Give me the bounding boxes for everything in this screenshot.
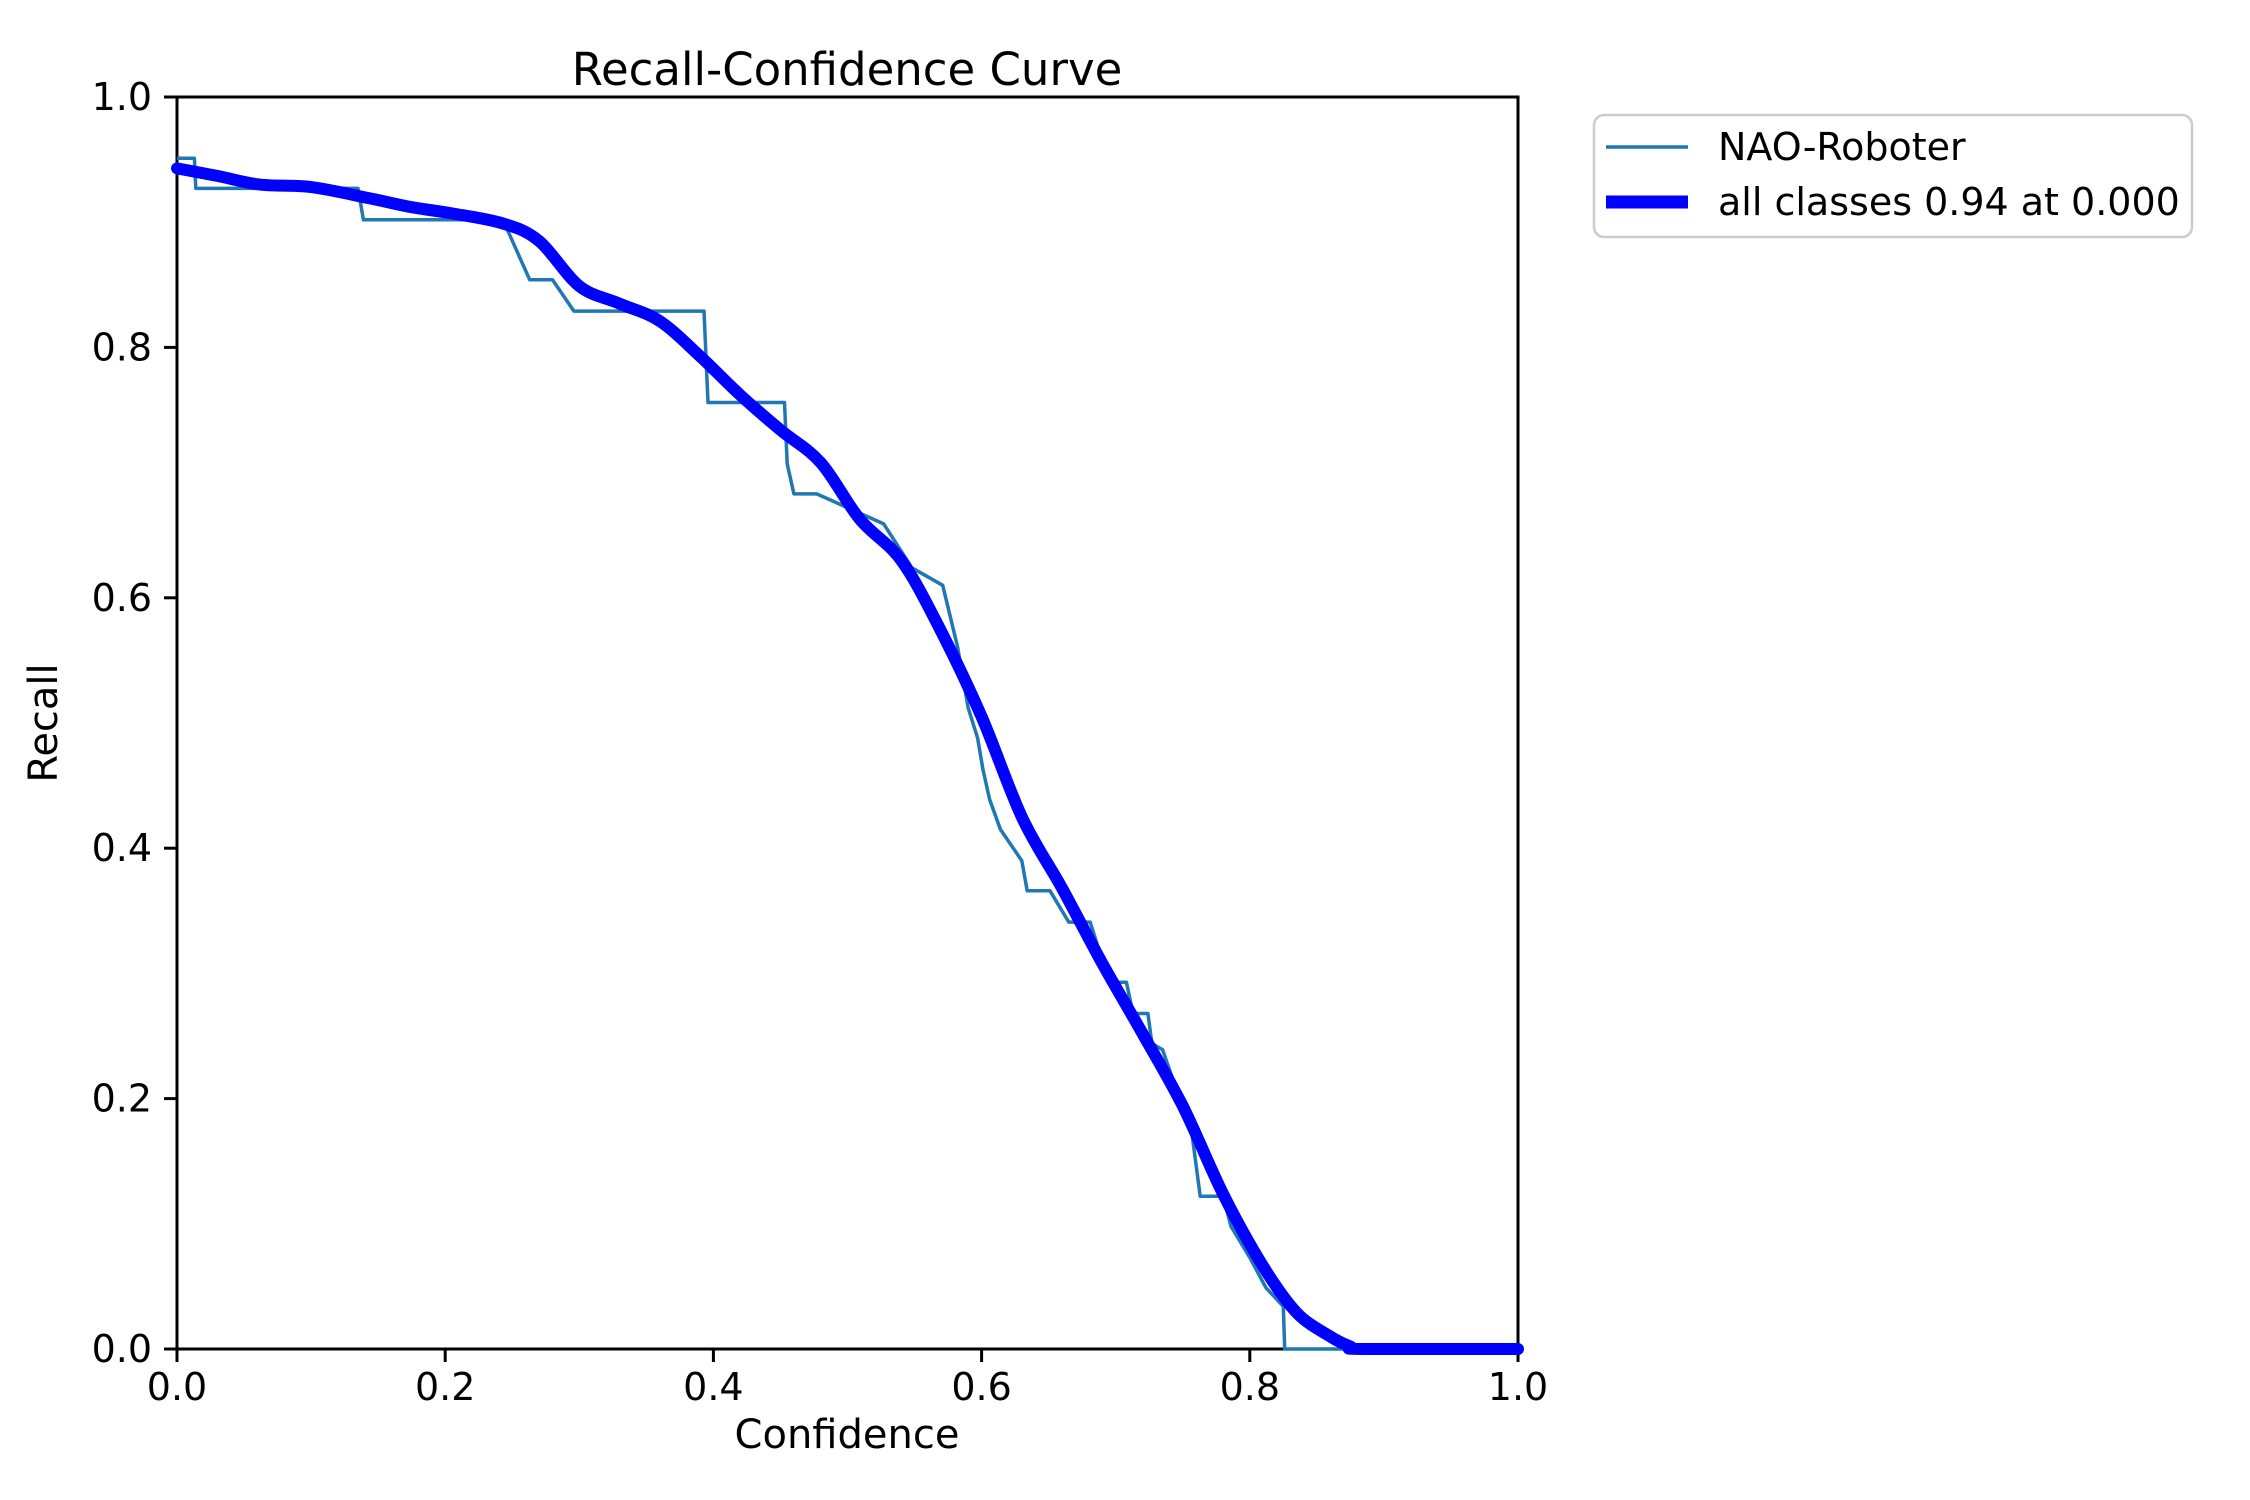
y-axis-label: Recall (21, 663, 67, 782)
y-tick-label: 1.0 (92, 75, 152, 119)
legend-label-nao-roboter: NAO-Roboter (1718, 125, 1966, 169)
y-tick-label: 0.8 (92, 325, 152, 369)
chart-title: Recall-Confidence Curve (572, 43, 1123, 96)
plot-border (175, 95, 1520, 1351)
series-line-nao-roboter (177, 156, 1518, 1351)
x-tick-label: 1.0 (1488, 1365, 1548, 1409)
legend-label-all-classes: all classes 0.94 at 0.000 (1718, 180, 2180, 224)
x-tick-label: 0.8 (1220, 1365, 1280, 1409)
y-tick-label: 0.6 (92, 576, 152, 620)
y-tick-label: 0.2 (92, 1077, 152, 1121)
legend: NAO-Roboter all classes 0.94 at 0.000 (1592, 113, 2194, 239)
legend-box (1592, 113, 2194, 239)
x-tick-label: 0.4 (683, 1365, 743, 1409)
y-tick-label: 0.4 (92, 826, 152, 870)
y-tick-label: 0.0 (92, 1327, 152, 1371)
x-tick-label: 0.0 (147, 1365, 207, 1409)
series-line-all-classes (171, 162, 1524, 1356)
x-tick-label: 0.6 (951, 1365, 1011, 1409)
plot-area: 0.0 0.2 0.4 0.6 0.8 1.0 0.0 0.2 0.4 0.6 0.8 1.0 (92, 75, 1549, 1409)
x-tick-label: 0.2 (415, 1365, 475, 1409)
x-axis-label: Confidence (735, 1412, 960, 1458)
